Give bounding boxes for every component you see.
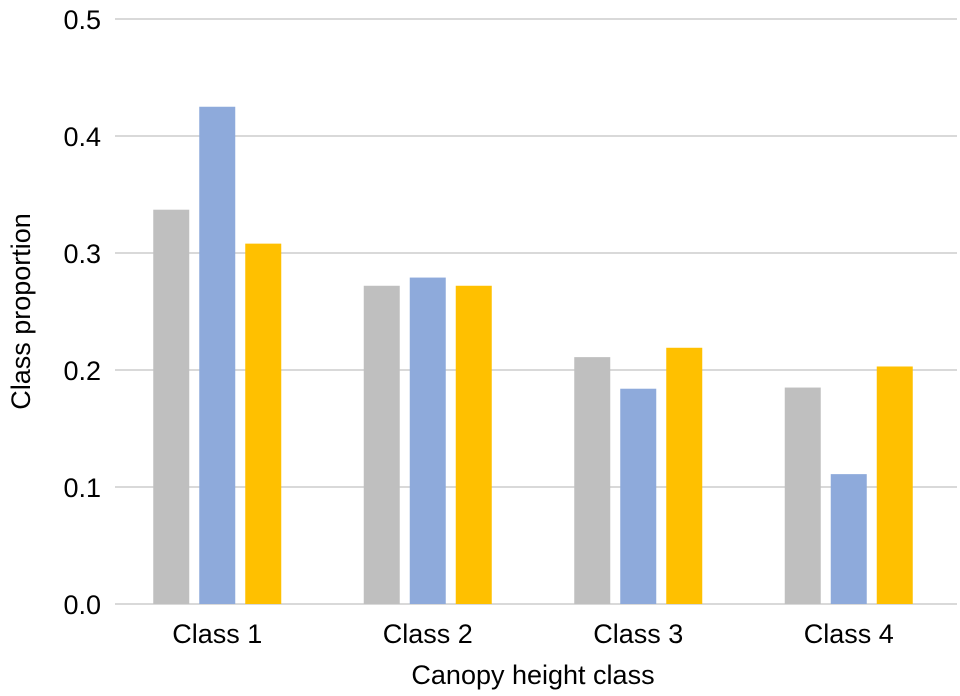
gridlines — [115, 18, 957, 605]
bar-4-series-3 — [876, 366, 913, 604]
bars — [153, 106, 913, 604]
y-tick-label: 0.1 — [63, 473, 101, 503]
y-axis-title: Class proportion — [6, 213, 36, 410]
bar-3-series-2 — [620, 388, 657, 604]
bar-1-series-1 — [153, 209, 190, 604]
y-tick-label: 0.0 — [63, 590, 101, 620]
bar-2-series-1 — [363, 285, 400, 604]
bar-1-series-2 — [199, 106, 236, 604]
x-tick-label: Class 2 — [383, 619, 473, 649]
x-axis-title: Canopy height class — [411, 660, 654, 690]
x-tick-label: Class 1 — [172, 619, 262, 649]
bar-2-series-2 — [409, 277, 446, 604]
x-tick-label: Class 3 — [593, 619, 683, 649]
bar-2-series-3 — [455, 285, 492, 604]
y-tick-label: 0.4 — [63, 122, 101, 152]
y-tick-label: 0.5 — [63, 5, 101, 35]
x-axis-ticks: Class 1 Class 2 Class 3 Class 4 — [172, 619, 894, 649]
bar-3-series-1 — [574, 357, 611, 604]
y-axis-ticks: 0.0 0.1 0.2 0.3 0.4 0.5 — [63, 5, 101, 620]
bar-1-series-3 — [245, 243, 282, 604]
y-tick-label: 0.2 — [63, 356, 101, 386]
y-tick-label: 0.3 — [63, 239, 101, 269]
bar-4-series-2 — [830, 474, 867, 604]
x-tick-label: Class 4 — [804, 619, 894, 649]
bar-3-series-3 — [666, 347, 703, 604]
bar-4-series-1 — [784, 387, 821, 604]
